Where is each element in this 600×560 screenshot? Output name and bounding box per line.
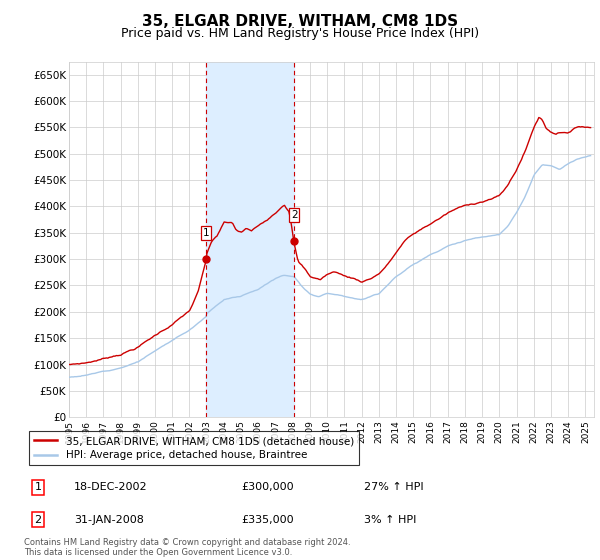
Text: 35, ELGAR DRIVE, WITHAM, CM8 1DS: 35, ELGAR DRIVE, WITHAM, CM8 1DS: [142, 14, 458, 29]
Text: 3% ↑ HPI: 3% ↑ HPI: [364, 515, 417, 525]
Legend: 35, ELGAR DRIVE, WITHAM, CM8 1DS (detached house), HPI: Average price, detached : 35, ELGAR DRIVE, WITHAM, CM8 1DS (detach…: [29, 431, 359, 465]
Text: £300,000: £300,000: [242, 482, 294, 492]
Text: 27% ↑ HPI: 27% ↑ HPI: [364, 482, 424, 492]
Bar: [206, 62, 294, 417]
Text: 31-JAN-2008: 31-JAN-2008: [74, 515, 144, 525]
Text: Price paid vs. HM Land Registry's House Price Index (HPI): Price paid vs. HM Land Registry's House …: [121, 27, 479, 40]
Text: 2: 2: [34, 515, 41, 525]
Text: £335,000: £335,000: [242, 515, 294, 525]
Text: 18-DEC-2002: 18-DEC-2002: [74, 482, 148, 492]
Text: 2: 2: [291, 209, 298, 220]
Text: Contains HM Land Registry data © Crown copyright and database right 2024.
This d: Contains HM Land Registry data © Crown c…: [24, 538, 350, 557]
Text: 1: 1: [34, 482, 41, 492]
Text: 1: 1: [203, 228, 209, 238]
